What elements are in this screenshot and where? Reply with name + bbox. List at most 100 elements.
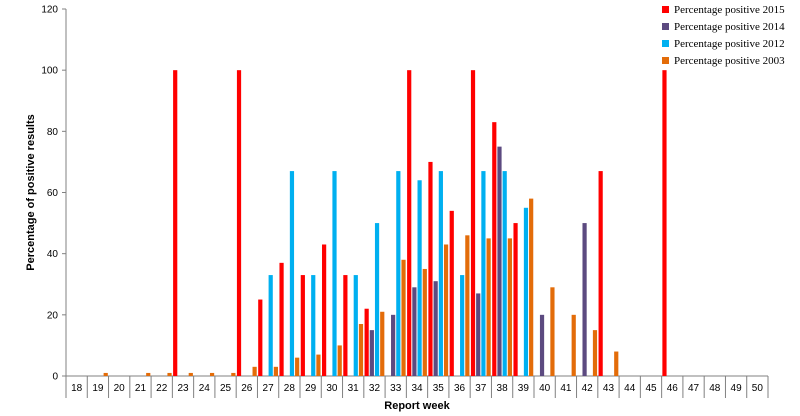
x-tick-label: 43 [603,383,615,394]
x-tick-label: 18 [71,383,83,394]
bar [380,311,385,376]
legend: Percentage positive 2015 Percentage posit… [662,4,785,67]
bar [550,287,555,376]
x-tick-label: 25 [220,383,232,394]
bar [486,238,491,377]
bar [364,308,369,376]
x-tick-label: 35 [433,383,445,394]
bar [598,171,603,376]
bar [173,70,178,377]
bar [529,198,534,376]
bar [369,330,374,377]
bar [273,366,278,376]
x-tick-label: 45 [645,383,657,394]
x-tick-label: 30 [326,383,338,394]
y-tick-label: 100 [41,66,58,77]
x-tick-label: 36 [454,383,466,394]
x-tick-label: 20 [114,383,126,394]
legend-swatch [662,6,669,13]
bar [358,324,364,376]
bar [422,268,427,376]
bar [231,372,236,376]
x-tick-label: 26 [241,383,253,394]
bar [412,287,417,376]
x-tick-label: 42 [582,383,594,394]
bar [268,275,273,376]
bar [300,275,305,376]
legend-label: Percentage positive 2014 [674,21,785,33]
legend-swatch [662,57,669,64]
bar [662,70,667,377]
x-tick-label: 49 [731,383,743,394]
bar [443,244,449,376]
y-tick-label: 40 [47,249,59,260]
bar [322,244,327,376]
bar [337,345,342,376]
bar [614,351,619,376]
bar [401,259,406,376]
bar [539,314,545,376]
x-tick-label: 27 [263,383,275,394]
bar [258,299,263,376]
bar [523,207,529,376]
bar [316,354,321,376]
y-tick-label: 0 [52,372,58,383]
bar [465,235,470,376]
bar [438,171,443,376]
bar [592,330,598,377]
bar [209,372,215,376]
x-tick-label: 24 [199,383,211,394]
bars [103,70,667,377]
x-tick-label: 32 [369,383,381,394]
bar [433,281,438,376]
bar [311,275,316,376]
y-axis: 0 20 40 60 80 100 120 [41,5,67,383]
bar [582,223,587,376]
y-tick-label: 20 [47,310,59,321]
bar [507,238,512,377]
legend-label: Percentage positive 2003 [674,55,785,67]
bar [476,293,481,376]
bar [146,372,151,376]
x-tick-label: 19 [92,383,104,394]
x-tick-label: 38 [497,383,509,394]
x-tick-label: 46 [667,383,679,394]
legend-label: Percentage positive 2015 [674,4,785,16]
legend-swatch [662,40,669,47]
bar [103,372,108,376]
x-tick-label: 50 [752,383,764,394]
y-tick-label: 80 [47,127,59,138]
x-axis-title: Report week [384,400,450,412]
bar [470,70,476,377]
x-tick-label: 21 [135,383,147,394]
y-tick-label: 60 [47,188,59,199]
x-tick-label: 31 [348,383,360,394]
x-tick-label: 29 [305,383,317,394]
bar [374,223,380,376]
y-tick-label: 120 [41,5,58,16]
bar [279,262,284,376]
bar [497,146,502,377]
legend-swatch [662,23,669,30]
bar [407,70,412,377]
bar [332,171,337,376]
bar [481,171,486,376]
bar [188,372,193,376]
x-tick-label: 44 [624,383,636,394]
x-tick-label: 28 [284,383,296,394]
x-axis: 18 19 20 21 22 23 24 25 26 27 28 29 30 31 32 33 34 35 36 37… [65,375,769,398]
bar [571,314,576,376]
x-tick-label: 40 [539,383,551,394]
bar [236,70,242,377]
bar [391,314,396,376]
bar [513,223,518,376]
x-tick-label: 41 [560,383,572,394]
x-tick-label: 33 [390,383,402,394]
x-tick-label: 23 [177,383,189,394]
legend-label: Percentage positive 2012 [674,38,785,50]
bar [289,171,295,376]
bar [167,372,172,376]
bar [449,210,454,376]
bar [417,180,422,376]
